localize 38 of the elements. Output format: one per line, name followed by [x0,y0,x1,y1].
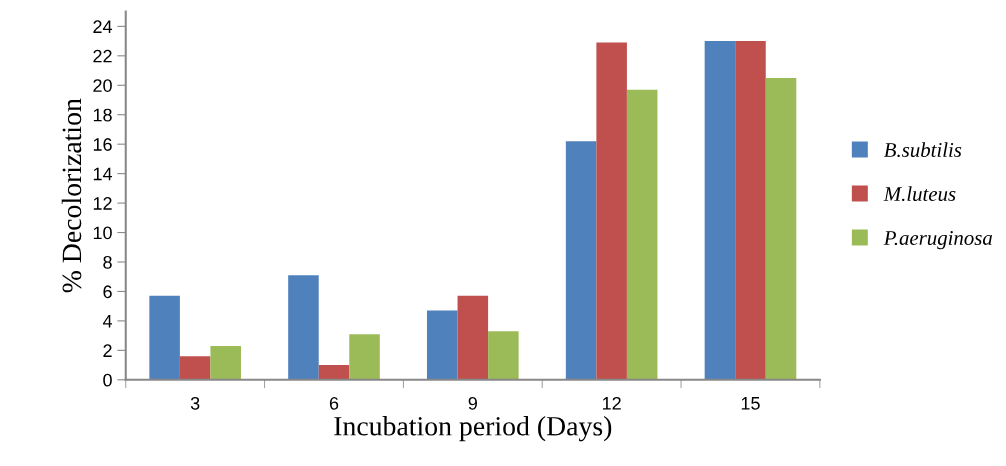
y-tick-label: 14 [93,167,113,181]
bar [704,41,736,380]
x-tick-label: 6 [329,396,339,410]
y-tick-label: 18 [93,108,112,122]
y-tick-label: 12 [93,197,112,210]
y-tick-label: 16 [93,138,112,151]
bar [349,334,380,380]
legend-label: B.subtilis [883,142,962,158]
y-tick-label: 8 [103,255,112,269]
bar [179,356,211,380]
bar [210,345,241,380]
y-tick-label: 10 [93,226,112,240]
x-tick-label: 9 [468,396,477,410]
bar [488,331,519,380]
bar [457,295,489,380]
x-tick-label: 15 [741,397,760,410]
bar [735,41,766,380]
bar [318,365,350,380]
bar [149,295,180,380]
x-tick-label: 3 [190,396,200,410]
y-tick-label: 24 [93,20,113,33]
y-tick-label: 2 [103,344,112,357]
legend-label: M.luteus [883,186,956,202]
legend-label: P.aeruginosa [883,231,992,250]
y-tick-label: 0 [103,373,112,387]
y-tick-label: 4 [102,315,113,328]
bar [427,310,458,380]
bar [565,141,597,380]
bar [596,42,627,380]
bar [288,275,319,380]
y-tick-label: 20 [93,79,112,92]
x-axis-title: Incubation period (Days) [334,416,612,442]
bar [626,89,658,380]
bar [765,77,797,380]
y-tick-label: 22 [93,49,112,63]
x-tick-label: 12 [602,396,621,410]
y-tick-label: 6 [103,285,112,299]
y-axis-title: % Decolorization [61,98,82,293]
